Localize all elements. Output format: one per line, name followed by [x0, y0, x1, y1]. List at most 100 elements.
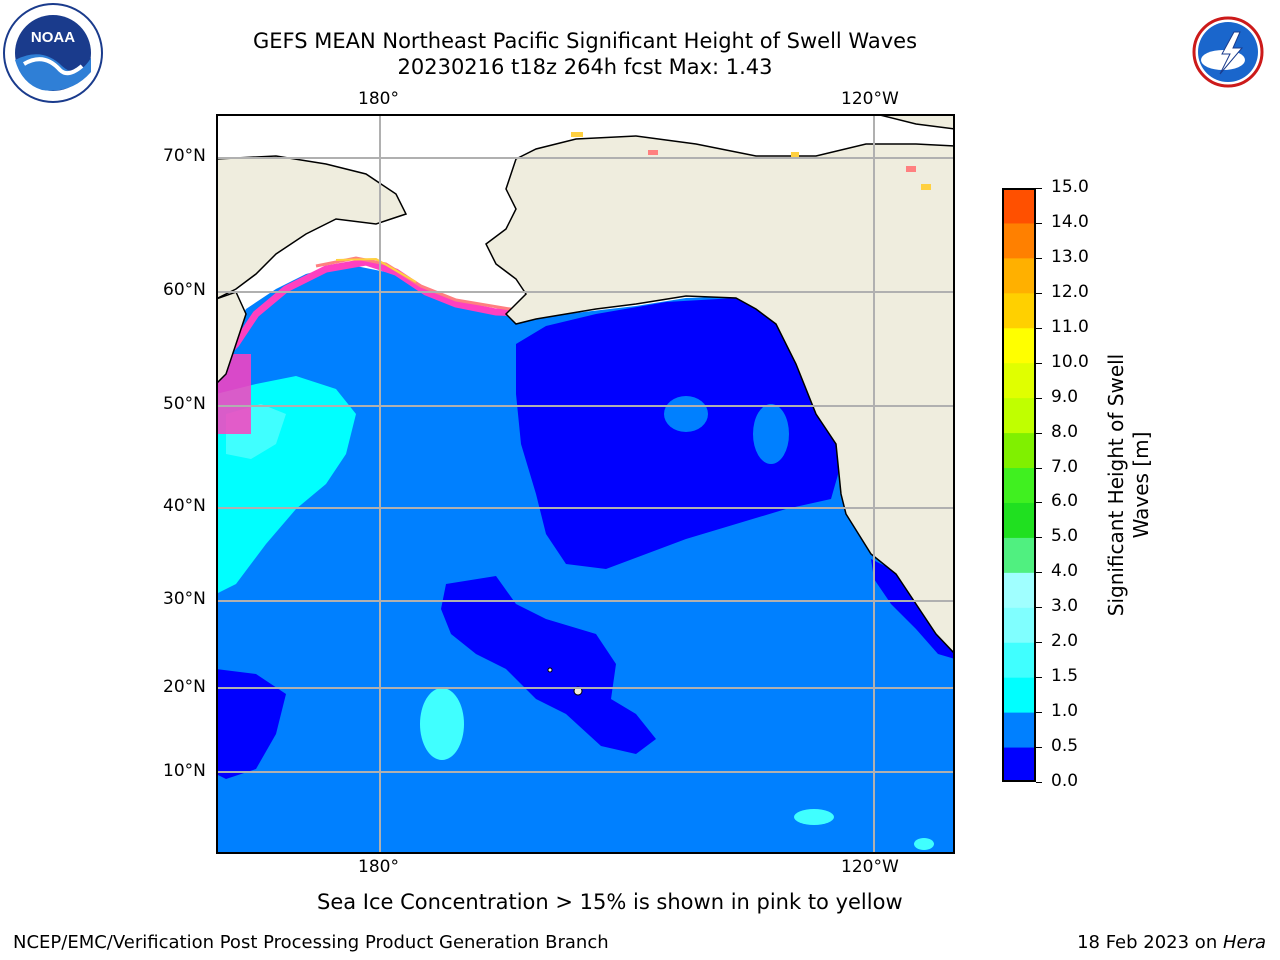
colorbar-tick-label: 0.5: [1051, 736, 1079, 757]
high-swell-se-patch: [794, 809, 834, 825]
colorbar-tick-mark: [1036, 607, 1042, 609]
bottom-lon-label-120w: 120°W: [841, 857, 899, 877]
colorbar-tick-mark: [1036, 362, 1042, 364]
lat-label-50n: 50°N: [163, 394, 206, 414]
colorbar-segment: [1002, 292, 1036, 329]
colorbar-segment: [1002, 712, 1036, 748]
ice-edge-yellow: [335, 257, 417, 283]
lat-label-20n: 20°N: [163, 677, 206, 697]
land-arctic-islands: [826, 114, 955, 130]
footer-host: Hera: [1222, 932, 1266, 953]
colorbar-segment: [1002, 677, 1036, 713]
colorbar-segment: [1002, 467, 1036, 503]
colorbar-label-line1: Significant Height of Swell: [1104, 353, 1128, 617]
colorbar-tick-label: 2.0: [1051, 631, 1079, 652]
colorbar-label-line2: Waves [m]: [1129, 431, 1153, 539]
colorbar: [1002, 188, 1036, 782]
colorbar-tick-label: 10.0: [1051, 351, 1089, 372]
colorbar-segment: [1002, 607, 1036, 643]
map-frame: [216, 114, 955, 854]
low-swell-gulf-bubble2: [753, 404, 789, 464]
footer-date: 18 Feb 2023 on Hera: [1077, 932, 1266, 953]
colorbar-tick-label: 12.0: [1051, 281, 1089, 302]
colorbar-tick-mark: [1036, 432, 1042, 434]
colorbar-segment: [1002, 327, 1036, 364]
colorbar-tick-mark: [1036, 222, 1042, 224]
graticule: [216, 114, 955, 854]
noaa-logo-text: NOAA: [31, 29, 75, 46]
swell-map: [216, 114, 955, 854]
colorbar-segment: [1002, 432, 1036, 469]
colorbar-segment: [1002, 747, 1036, 782]
ice-speck-2: [648, 150, 658, 155]
colorbar-tick-mark: [1036, 292, 1042, 294]
colorbar-tick-label: 14.0: [1051, 211, 1089, 232]
colorbar-ticks: 0.0 0.5 1.0 1.5 2.0 3.0 4.0 5.0 6.0 7.0 8.0 9.0 10.0…: [1036, 0, 1096, 960]
colorbar-segment: [1002, 257, 1036, 294]
low-swell-nw-patch: [311, 279, 496, 374]
colorbar-segment: [1002, 397, 1036, 434]
ice-speck-4: [906, 166, 916, 172]
low-swell-gulf-alaska: [516, 298, 841, 569]
colorbar-tick-label: 5.0: [1051, 526, 1079, 547]
colorbar-tick-label: 11.0: [1051, 316, 1089, 337]
colorbar-tick-mark: [1036, 467, 1042, 469]
map-subtitle: 20230216 t18z 264h fcst Max: 1.43: [397, 55, 773, 79]
top-lon-label-180: 180°: [358, 89, 399, 109]
colorbar-tick-label: 8.0: [1051, 421, 1079, 442]
bottom-lon-label-180: 180°: [358, 857, 399, 877]
ice-edge-pink: [216, 258, 547, 367]
colorbar-tick-mark: [1036, 257, 1042, 259]
land-north-america: [485, 135, 955, 656]
lat-label-40n: 40°N: [163, 496, 206, 516]
high-swell-far-se-patch: [914, 838, 934, 850]
ice-speck-3: [791, 152, 799, 157]
colorbar-frame: [1002, 188, 1036, 782]
colorbar-tick-mark: [1036, 327, 1042, 329]
map-title: GEFS MEAN Northeast Pacific Significant …: [252, 29, 918, 53]
lat-label-10n: 10°N: [163, 761, 206, 781]
colorbar-tick-label: 1.5: [1051, 666, 1079, 687]
footer-date-text: 18 Feb 2023 on: [1077, 932, 1223, 953]
lat-label-70n: 70°N: [163, 146, 206, 166]
colorbar-segment: [1002, 642, 1036, 678]
colorbar-tick-mark: [1036, 712, 1042, 714]
colorbar-tick-label: 6.0: [1051, 491, 1079, 512]
colorbar-tick-mark: [1036, 677, 1042, 679]
colorbar-tick-mark: [1036, 537, 1042, 539]
lat-label-30n: 30°N: [163, 589, 206, 609]
low-swell-west-patch: [216, 669, 286, 779]
colorbar-segment: [1002, 362, 1036, 399]
colorbar-segment: [1002, 502, 1036, 538]
nws-logo: [1180, 4, 1276, 100]
colorbar-tick-label: 3.0: [1051, 596, 1079, 617]
colorbar-tick-label: 9.0: [1051, 386, 1079, 407]
colorbar-tick-mark: [1036, 642, 1042, 644]
colorbar-tick-mark: [1036, 782, 1042, 783]
colorbar-tick-label: 4.0: [1051, 561, 1079, 582]
colorbar-segment: [1002, 222, 1036, 259]
low-swell-baja-coast: [871, 559, 955, 659]
colorbar-tick-mark: [1036, 188, 1042, 189]
land-hawaii-small: [547, 667, 553, 673]
ice-speck-5: [921, 184, 931, 190]
ice-speck-1: [571, 132, 583, 137]
land-siberia: [216, 155, 408, 300]
colorbar-tick-mark: [1036, 502, 1042, 504]
noaa-logo: NOAA: [3, 3, 103, 103]
colorbar-segment: [1002, 188, 1036, 224]
lat-label-60n: 60°N: [163, 280, 206, 300]
colorbar-tick-mark: [1036, 572, 1042, 574]
low-swell-hawaii: [441, 576, 656, 754]
colorbar-tick-label: 1.0: [1051, 701, 1079, 722]
footer-credit: NCEP/EMC/Verification Post Processing Pr…: [13, 932, 609, 953]
colorbar-tick-label: 7.0: [1051, 456, 1079, 477]
sea-ice-note: Sea Ice Concentration > 15% is shown in …: [317, 890, 903, 914]
low-swell-gulf-bubble: [664, 396, 708, 432]
colorbar-tick-label: 13.0: [1051, 246, 1089, 267]
top-lon-label-120w: 120°W: [841, 89, 899, 109]
colorbar-tick-label: 0.0: [1051, 771, 1079, 791]
colorbar-tick-mark: [1036, 397, 1042, 399]
colorbar-tick-mark: [1036, 747, 1042, 749]
high-swell-south-patch: [420, 688, 464, 760]
